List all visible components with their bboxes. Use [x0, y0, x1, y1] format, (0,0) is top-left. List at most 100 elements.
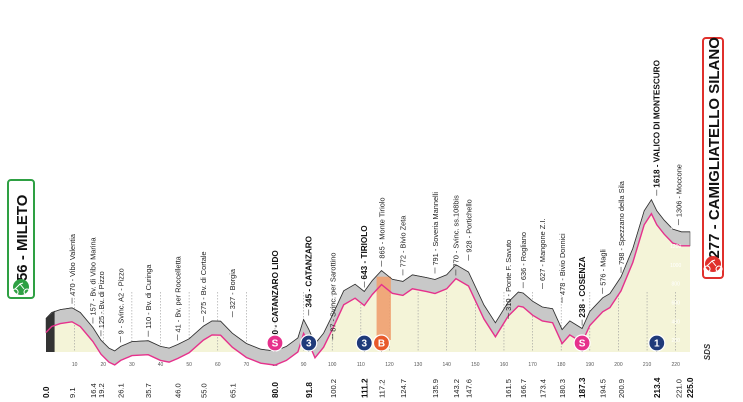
km-label: 0.0	[42, 386, 51, 398]
km-tick-label: 210	[643, 362, 652, 368]
start-badge-frame	[7, 179, 35, 299]
finish-badge-frame	[702, 37, 724, 279]
waypoint-label: 791 - Soveria Mannelli	[431, 192, 440, 266]
km-label: 111.2	[360, 378, 369, 398]
finish-bike-icon	[703, 259, 723, 273]
km-label: 135.9	[431, 379, 440, 398]
sprint-marker-label: S	[272, 339, 279, 350]
waypoint-label: 643 - TIRIOLO	[360, 225, 369, 280]
km-label: 65.1	[228, 383, 237, 398]
altitude-tick-label: 1200	[670, 244, 681, 250]
km-label: 187.3	[578, 377, 587, 398]
waypoint-label: 636 - Rogliano	[519, 232, 528, 280]
km-label: 80.0	[271, 382, 280, 398]
km-label: 173.4	[538, 379, 547, 398]
waypoint-label: 798 - Spezzano della Sila	[617, 180, 626, 265]
km-tick-label: 50	[186, 362, 192, 368]
bonus-marker-label: B	[378, 339, 385, 350]
km-tick-label: 150	[471, 362, 480, 368]
sprint-marker-disc	[266, 334, 284, 352]
km-label: 91.8	[305, 382, 314, 398]
km-label: 166.7	[519, 379, 528, 398]
bonus-marker-disc	[372, 334, 391, 352]
km-label: 200.9	[617, 379, 626, 398]
sds-logo: SDS	[703, 343, 712, 360]
km-tick-label: 60	[215, 362, 221, 368]
altitude-tick-label: 800	[672, 282, 681, 288]
km-tick-label: 10	[72, 362, 78, 368]
waypoint-label: 928 - Portichello	[464, 199, 473, 252]
km-grid: 1020304050607080901001101201301401501601…	[72, 292, 680, 368]
waypoint-label: 157 - Bv. di Vibo Marina	[89, 236, 98, 315]
km-label: 19.2	[97, 383, 106, 398]
finish-badge: 1277 - CAMIGLIATELLO SILANO	[702, 37, 724, 279]
altitude-tick-label: 200	[672, 338, 681, 344]
waypoint-label: 1618 - VALICO DI MONTESCURO	[653, 59, 662, 187]
start-block	[46, 310, 55, 352]
profile-road-line	[45, 212, 690, 366]
bonus-marker: B	[372, 334, 391, 352]
waypoint-label: 41 - Bv. per Roccelletta	[173, 255, 182, 332]
waypoint-label: 310 - Ponte F. Savuto	[504, 240, 513, 311]
km-label: 194.5	[599, 379, 608, 398]
km-label: 46.0	[174, 383, 183, 398]
climb-marker-disc	[300, 334, 318, 352]
highlight-segment	[376, 276, 391, 340]
waypoint-label: 87 - Svinc. per Sarottino	[329, 253, 338, 332]
km-tick-label: 20	[100, 362, 106, 368]
waypoint-label: 478 - Bivio Donnici	[558, 233, 567, 295]
waypoint-label: 275 - Bv. di Cortale	[199, 251, 208, 314]
climb-marker-disc	[648, 334, 666, 352]
waypoint-label: 10 - CATANZARO LIDO	[271, 250, 280, 339]
km-tick-label: 100	[328, 362, 337, 368]
km-label: 100.2	[329, 379, 338, 398]
waypoint-label: 576 - Magli	[599, 249, 608, 286]
sprint-marker: S	[573, 334, 591, 352]
km-label: 161.5	[504, 379, 513, 398]
km-axis-labels: 0.0 9.1 16.4 19.2 26.1 35.7 46.0 55.0 65.1 80.0 91…	[42, 377, 695, 398]
altitude-tick-label: 400	[672, 319, 681, 325]
km-tick-label: 160	[500, 362, 509, 368]
km-label: 9.1	[68, 387, 77, 398]
km-tick-label: 130	[414, 362, 423, 368]
waypoint-label: 327 - Borgia	[228, 268, 237, 309]
altitude-tick-label: 1400	[670, 225, 681, 231]
km-tick-label: 140	[443, 362, 452, 368]
km-tick-label: 70	[244, 362, 250, 368]
profile-top-line	[45, 198, 690, 352]
km-label: 117.2	[377, 380, 386, 398]
waypoint-labels: 470 - Vibo Valentia 157 - Bv. di Vibo Mar…	[68, 59, 683, 348]
waypoint-label: 238 - COSENZA	[578, 257, 587, 318]
km-label: 124.7	[399, 379, 408, 398]
km-label: 35.7	[144, 383, 153, 398]
climb-marker-label: 1	[654, 339, 660, 350]
km-tick-label: 220	[672, 362, 681, 368]
km-tick-label: 110	[357, 362, 365, 368]
km-label: 26.1	[117, 383, 126, 398]
climb-marker-label: 3	[306, 339, 312, 350]
km-label: 16.4	[89, 383, 98, 398]
climb-marker: 3	[300, 334, 318, 352]
km-tick-label: 30	[129, 362, 135, 368]
km-tick-label: 90	[301, 362, 307, 368]
altitude-tick-label: 600	[672, 301, 681, 307]
waypoint-label: 9 - Svinc. A2 - Pizzo	[117, 268, 126, 334]
climb-marker: 3	[355, 334, 373, 352]
km-label: 213.4	[653, 377, 662, 398]
km-label: 225.0	[686, 377, 695, 398]
km-label: 180.3	[558, 379, 567, 398]
km-tick-label: 170	[528, 362, 537, 368]
start-city-label: 356 - MILETO	[14, 194, 31, 289]
ground-area	[46, 211, 690, 364]
climb-marker: 1	[648, 334, 666, 352]
waypoint-label: 470 - Vibo Valentia	[68, 233, 77, 296]
elevation-profile	[45, 198, 691, 366]
altitude-tick-label: 1000	[670, 263, 681, 269]
finish-city-label: 1277 - CAMIGLIATELLO SILANO	[706, 37, 723, 267]
start-cyclist-icon	[13, 279, 29, 295]
waypoint-label: 865 - Monte Tiriolo	[377, 197, 386, 258]
climb-marker-disc	[355, 334, 373, 352]
km-tick-label: 40	[158, 362, 164, 368]
climb-marker-label: 3	[361, 339, 367, 350]
